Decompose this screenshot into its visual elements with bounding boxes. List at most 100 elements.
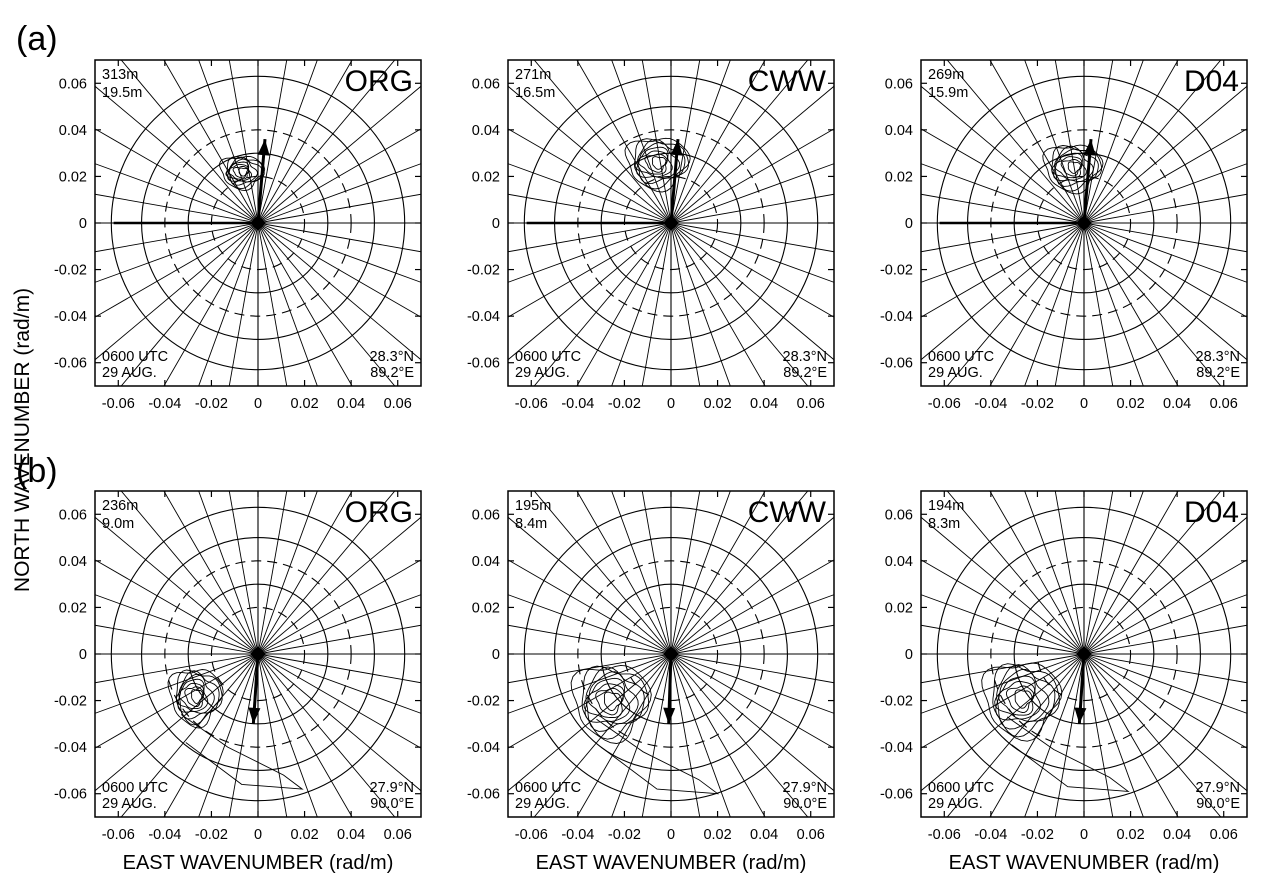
corner-time-annotation: 29 AUG. [928, 365, 983, 381]
x-tick-label: -0.04 [561, 396, 594, 412]
y-tick-label: 0.04 [885, 123, 913, 139]
corner-time-annotation: 0600 UTC [928, 349, 994, 365]
spoke-line [1084, 654, 1261, 694]
y-tick-label: -0.02 [54, 694, 87, 710]
y-tick-label: -0.06 [880, 356, 913, 372]
y-tick-label: 0 [492, 647, 500, 663]
x-tick-label: -0.04 [561, 827, 594, 843]
corner-location-annotation: 90.0°E [783, 796, 827, 812]
x-tick-label: -0.02 [608, 396, 641, 412]
y-tick-label: 0.06 [885, 507, 913, 523]
panel-a-d04: -0.06 -0.04 -0.02 0 0.02 0.04 0.06 0.06 0.04 0.02… [851, 0, 1261, 456]
corner-location-annotation: 28.3°N [370, 349, 415, 365]
y-tick-label: 0.06 [59, 507, 87, 523]
corner-top-annotation: 195m [515, 498, 551, 514]
y-tick-label: 0.04 [59, 554, 87, 570]
spoke-line [1084, 143, 1261, 223]
x-tick-label: 0.06 [384, 827, 412, 843]
corner-location-annotation: 28.3°N [783, 349, 828, 365]
corner-time-annotation: 29 AUG. [515, 365, 570, 381]
x-tick-label: -0.04 [148, 827, 181, 843]
corner-time-annotation: 29 AUG. [928, 796, 983, 812]
panel-a-cww: -0.06 -0.04 -0.02 0 0.02 0.04 0.060.060.040.02… [438, 0, 904, 456]
panel-title: D04 [1184, 65, 1239, 98]
x-tick-label: -0.06 [928, 827, 961, 843]
corner-top-annotation: 313m [102, 67, 138, 83]
y-tick-label: -0.04 [467, 740, 500, 756]
spectrum-contour [178, 674, 215, 713]
x-tick-label: 0.06 [797, 827, 825, 843]
spoke-line [1084, 223, 1261, 263]
spoke-line [1084, 614, 1261, 654]
x-tick-label: 0.02 [1116, 827, 1144, 843]
y-tick-label: -0.06 [467, 787, 500, 803]
x-tick-label: 0.04 [337, 827, 365, 843]
wind-arrow-head [1074, 707, 1086, 723]
y-tick-label: 0.04 [472, 123, 500, 139]
spoke-line [1084, 654, 1261, 770]
x-axis-label: EAST WAVENUMBER (rad/m) [123, 852, 394, 874]
corner-top-annotation: 271m [515, 67, 551, 83]
y-tick-label: -0.02 [467, 694, 500, 710]
y-tick-label: -0.02 [880, 263, 913, 279]
y-tick-label: 0 [492, 216, 500, 232]
corner-top-annotation: 16.5m [515, 85, 555, 101]
panel-b-d04: -0.06 -0.04 -0.02 0 0.02 0.04 0.060.060.040.02… [851, 421, 1261, 877]
y-tick-label: 0.06 [59, 76, 87, 92]
x-tick-label: 0.06 [384, 396, 412, 412]
x-tick-label: -0.06 [102, 396, 135, 412]
y-tick-label: -0.04 [54, 740, 87, 756]
corner-location-annotation: 27.9°N [1196, 780, 1241, 796]
x-tick-label: -0.02 [1021, 827, 1054, 843]
x-tick-label: -0.06 [102, 827, 135, 843]
y-tick-label: -0.06 [880, 787, 913, 803]
corner-location-annotation: 90.0°E [370, 796, 414, 812]
panel-title: D04 [1184, 496, 1239, 529]
panel-b-org: -0.06 -0.04 -0.02 0 0.02 0.04 0.06 0.06 0.04 0.02… [25, 421, 491, 877]
y-tick-label: 0.02 [885, 600, 913, 616]
corner-location-annotation: 89.2°E [370, 365, 414, 381]
y-tick-label: 0 [905, 216, 913, 232]
panel-a-org: -0.06 -0.04 -0.02 0 0.02 0.04 0.06 0.06 0.04 0.02… [25, 0, 491, 456]
x-tick-label: -0.06 [928, 396, 961, 412]
wind-arrow-head [663, 708, 675, 724]
y-tick-label: -0.02 [467, 263, 500, 279]
y-tick-label: 0 [79, 216, 87, 232]
spoke-line [1084, 183, 1261, 223]
corner-location-annotation: 28.3°N [1196, 349, 1241, 365]
spectrum-contour [634, 139, 688, 189]
wind-arrow-head [248, 707, 260, 723]
y-tick-label: -0.04 [467, 309, 500, 325]
corner-top-annotation: 194m [928, 498, 964, 514]
x-tick-label: 0 [1080, 827, 1088, 843]
y-tick-label: 0.06 [472, 76, 500, 92]
y-tick-label: -0.04 [880, 309, 913, 325]
figure-y-axis-label: NORTH WAVENUMBER (rad/m) [11, 288, 34, 592]
corner-time-annotation: 29 AUG. [515, 796, 570, 812]
x-tick-label: 0.04 [750, 827, 778, 843]
y-tick-label: -0.02 [54, 263, 87, 279]
panel-title: CWW [748, 65, 827, 98]
y-tick-label: 0.04 [59, 123, 87, 139]
panel-title: ORG [345, 496, 413, 529]
panel-title: ORG [345, 65, 413, 98]
x-tick-label: 0.04 [337, 396, 365, 412]
corner-time-annotation: 29 AUG. [102, 365, 157, 381]
x-tick-label: 0.06 [1210, 827, 1238, 843]
y-tick-label: 0 [79, 647, 87, 663]
corner-top-annotation: 269m [928, 67, 964, 83]
y-tick-label: 0.04 [885, 554, 913, 570]
y-tick-label: 0.02 [59, 600, 87, 616]
spoke-line [1084, 107, 1261, 223]
x-tick-label: 0.04 [1163, 827, 1191, 843]
corner-time-annotation: 0600 UTC [928, 780, 994, 796]
corner-top-annotation: 19.5m [102, 85, 142, 101]
spoke-line [1084, 223, 1261, 339]
y-tick-label: 0.06 [472, 507, 500, 523]
corner-time-annotation: 0600 UTC [515, 349, 581, 365]
x-tick-label: 0.02 [1116, 396, 1144, 412]
x-axis-label: EAST WAVENUMBER (rad/m) [949, 852, 1220, 874]
y-tick-label: 0.02 [472, 169, 500, 185]
x-tick-label: -0.06 [515, 396, 548, 412]
y-tick-label: 0.02 [59, 169, 87, 185]
